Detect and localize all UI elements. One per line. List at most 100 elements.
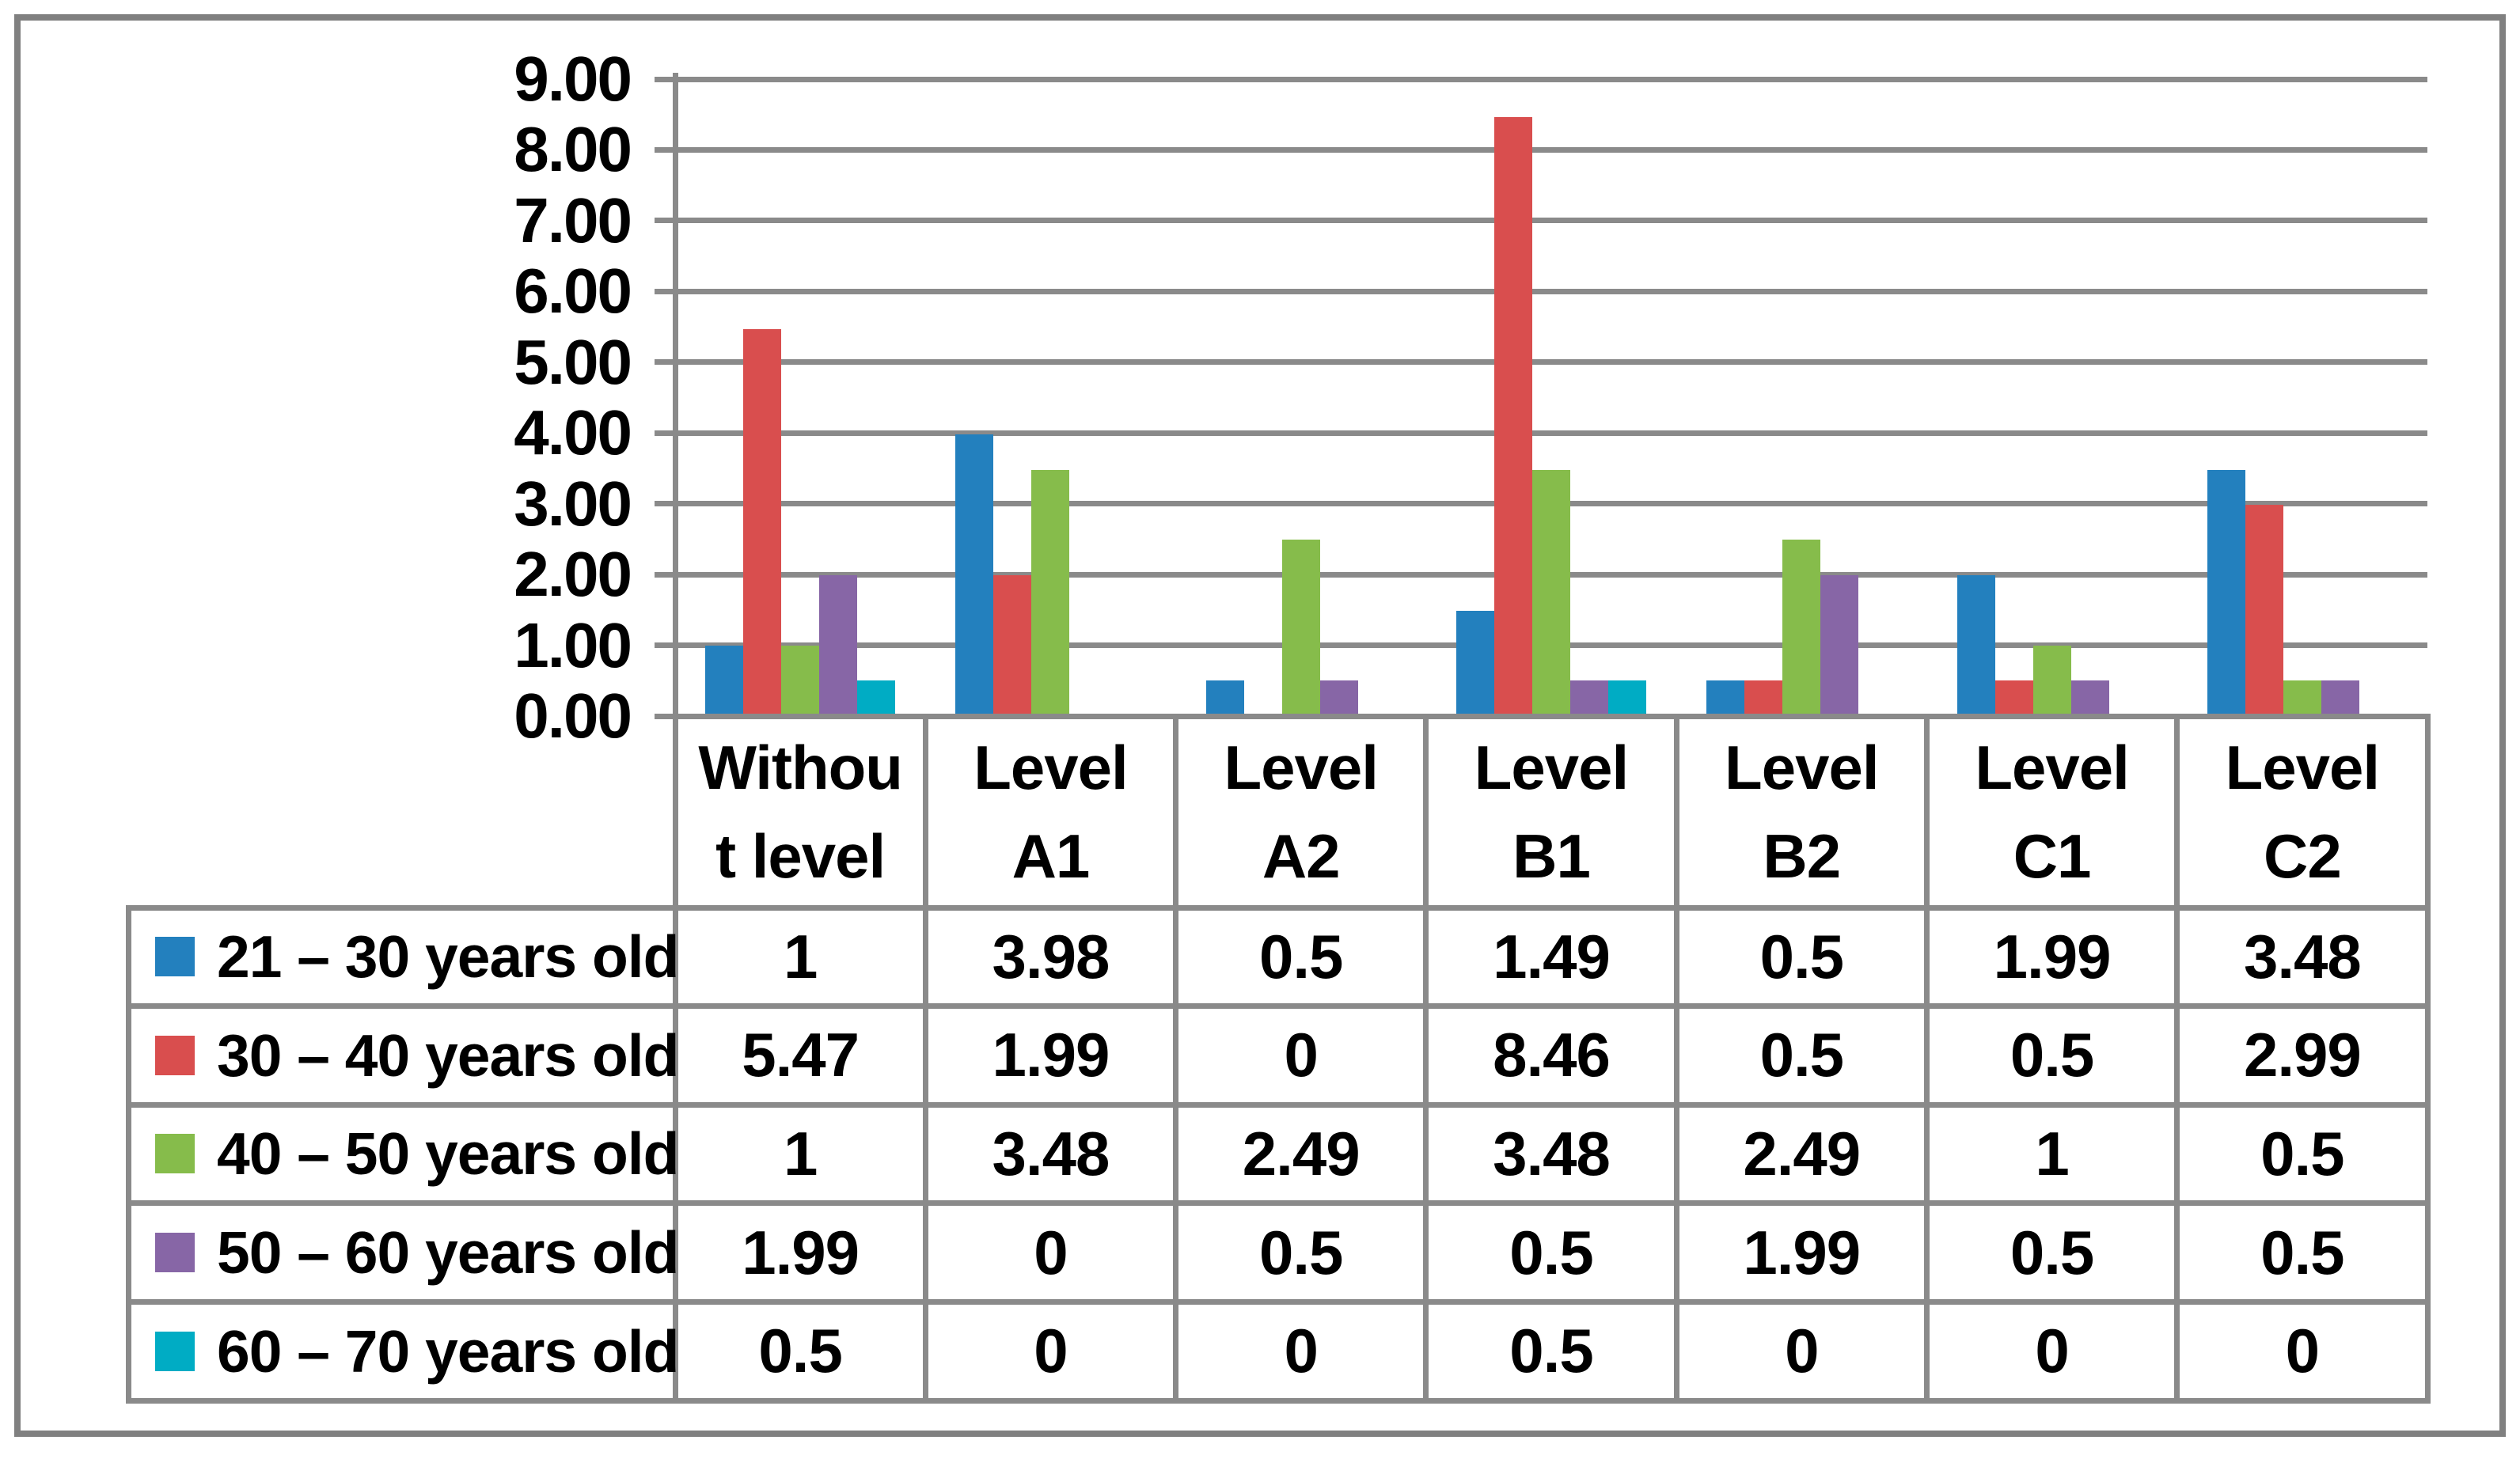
table-column-border — [1423, 716, 1429, 1400]
bar-level-a2-s2 — [1281, 540, 1320, 716]
table-cell-value: 1 — [783, 1118, 818, 1188]
y-axis-tick — [655, 430, 681, 436]
table-row-border — [125, 1397, 2431, 1404]
bar-without-level-s2 — [781, 645, 820, 716]
y-axis-tick — [655, 713, 681, 719]
table-cell-value: 0 — [1284, 1316, 1319, 1386]
bar-level-c1-s3 — [2070, 680, 2109, 716]
table-cell-value: 1.99 — [742, 1217, 860, 1287]
legend-row: 60 – 70 years old — [128, 1302, 679, 1400]
category-header: Level C2 — [2225, 733, 2380, 891]
y-axis-tick — [655, 642, 681, 649]
y-axis-line — [672, 73, 678, 716]
table-cell-value: 1.99 — [992, 1020, 1110, 1090]
category-header: Level A1 — [973, 733, 1128, 891]
bar-level-b1-s3 — [1570, 680, 1608, 716]
bar-level-b1-s4 — [1608, 680, 1646, 716]
table-cell-value: 3.48 — [1493, 1118, 1611, 1188]
bar-level-b2-s1 — [1744, 680, 1783, 716]
bar-level-b1-s1 — [1494, 117, 1532, 716]
table-cell-value: 0.5 — [758, 1316, 842, 1386]
y-axis-tick — [655, 571, 681, 578]
table-cell-value: 0.5 — [1509, 1217, 1593, 1287]
table-column-border — [1173, 716, 1179, 1400]
gridline — [675, 430, 2427, 436]
gridline — [675, 76, 2427, 82]
legend-label: 30 – 40 years old — [217, 1021, 679, 1089]
table-cell-value: 1 — [783, 921, 818, 991]
y-axis-tick — [655, 359, 681, 366]
table-row-border — [125, 1003, 2431, 1010]
bar-level-b2-s2 — [1782, 540, 1821, 716]
legend-swatch — [155, 1134, 195, 1174]
legend-swatch — [155, 1331, 195, 1371]
figure-border — [14, 14, 2506, 1437]
bar-level-a1-s1 — [993, 575, 1032, 716]
legend-swatch — [155, 1035, 195, 1075]
bar-without-level-s1 — [743, 328, 782, 716]
legend-label: 50 – 60 years old — [217, 1219, 679, 1287]
table-cell-value: 1.49 — [1493, 921, 1611, 991]
table-cell-value: 0 — [1785, 1316, 1819, 1386]
y-axis-tick — [655, 218, 681, 224]
table-row-border — [125, 904, 2431, 911]
category-header: Level B1 — [1474, 733, 1629, 891]
table-cell-value: 0.5 — [2260, 1118, 2344, 1188]
bar-level-a2-s0 — [1205, 680, 1244, 716]
bar-level-b1-s0 — [1456, 610, 1494, 716]
table-cell-value: 2.99 — [2243, 1020, 2362, 1090]
legend-label: 60 – 70 years old — [217, 1317, 679, 1385]
legend-row: 21 – 30 years old — [128, 908, 679, 1006]
table-cell-value: 0 — [2035, 1316, 2069, 1386]
y-axis-tick-label: 5.00 — [514, 326, 632, 397]
table-column-border — [922, 716, 928, 1400]
table-cell-value: 0.5 — [2260, 1217, 2344, 1287]
table-column-border — [2174, 716, 2180, 1400]
gridline — [675, 288, 2427, 294]
table-cell-value: 2.49 — [1743, 1118, 1861, 1188]
bar-level-c1-s0 — [1956, 575, 1995, 716]
bar-level-b2-s3 — [1820, 575, 1859, 716]
y-axis-tick-label: 0.00 — [514, 680, 632, 751]
y-axis-tick-label: 7.00 — [514, 184, 632, 256]
table-cell-value: 0 — [1034, 1217, 1068, 1287]
category-header: Level B2 — [1725, 733, 1879, 891]
bar-without-level-s3 — [819, 575, 858, 716]
table-row-border — [125, 1200, 2431, 1207]
category-header: Withou t level — [698, 733, 903, 891]
bar-without-level-s0 — [705, 645, 744, 716]
legend-row: 40 – 50 years old — [128, 1105, 679, 1203]
bar-level-c2-s0 — [2207, 469, 2245, 716]
bar-level-a1-s2 — [1031, 469, 1070, 716]
table-cell-value: 0.5 — [1258, 921, 1343, 991]
table-cell-value: 0 — [1034, 1316, 1068, 1386]
gridline — [675, 146, 2427, 153]
table-left-border — [125, 904, 131, 1404]
table-cell-value: 3.48 — [992, 1118, 1110, 1188]
table-cell-value: 0.5 — [1759, 921, 1844, 991]
table-cell-value: 1.99 — [1743, 1217, 1861, 1287]
table-cell-value: 2.49 — [1242, 1118, 1361, 1188]
gridline — [675, 218, 2427, 224]
table-cell-value: 0.5 — [1258, 1217, 1343, 1287]
bar-level-c1-s2 — [2032, 645, 2071, 716]
table-cell-value: 0 — [2285, 1316, 2320, 1386]
y-axis-tick-label: 3.00 — [514, 468, 632, 539]
y-axis-tick-label: 4.00 — [514, 397, 632, 468]
table-cell-value: 8.46 — [1493, 1020, 1611, 1090]
gridline — [675, 359, 2427, 366]
bar-level-c2-s3 — [2321, 680, 2359, 716]
table-cell-value: 1.99 — [1993, 921, 2112, 991]
y-axis-tick-label: 6.00 — [514, 256, 632, 327]
legend-label: 40 – 50 years old — [217, 1120, 679, 1188]
y-axis-tick — [655, 288, 681, 294]
table-column-border — [1923, 716, 1930, 1400]
y-axis-tick-label: 2.00 — [514, 539, 632, 610]
y-axis-tick-label: 8.00 — [514, 114, 632, 185]
x-axis-line — [672, 713, 2431, 719]
legend-row: 30 – 40 years old — [128, 1006, 679, 1105]
table-column-border — [2424, 716, 2431, 1400]
table-cell-value: 0 — [1284, 1020, 1319, 1090]
